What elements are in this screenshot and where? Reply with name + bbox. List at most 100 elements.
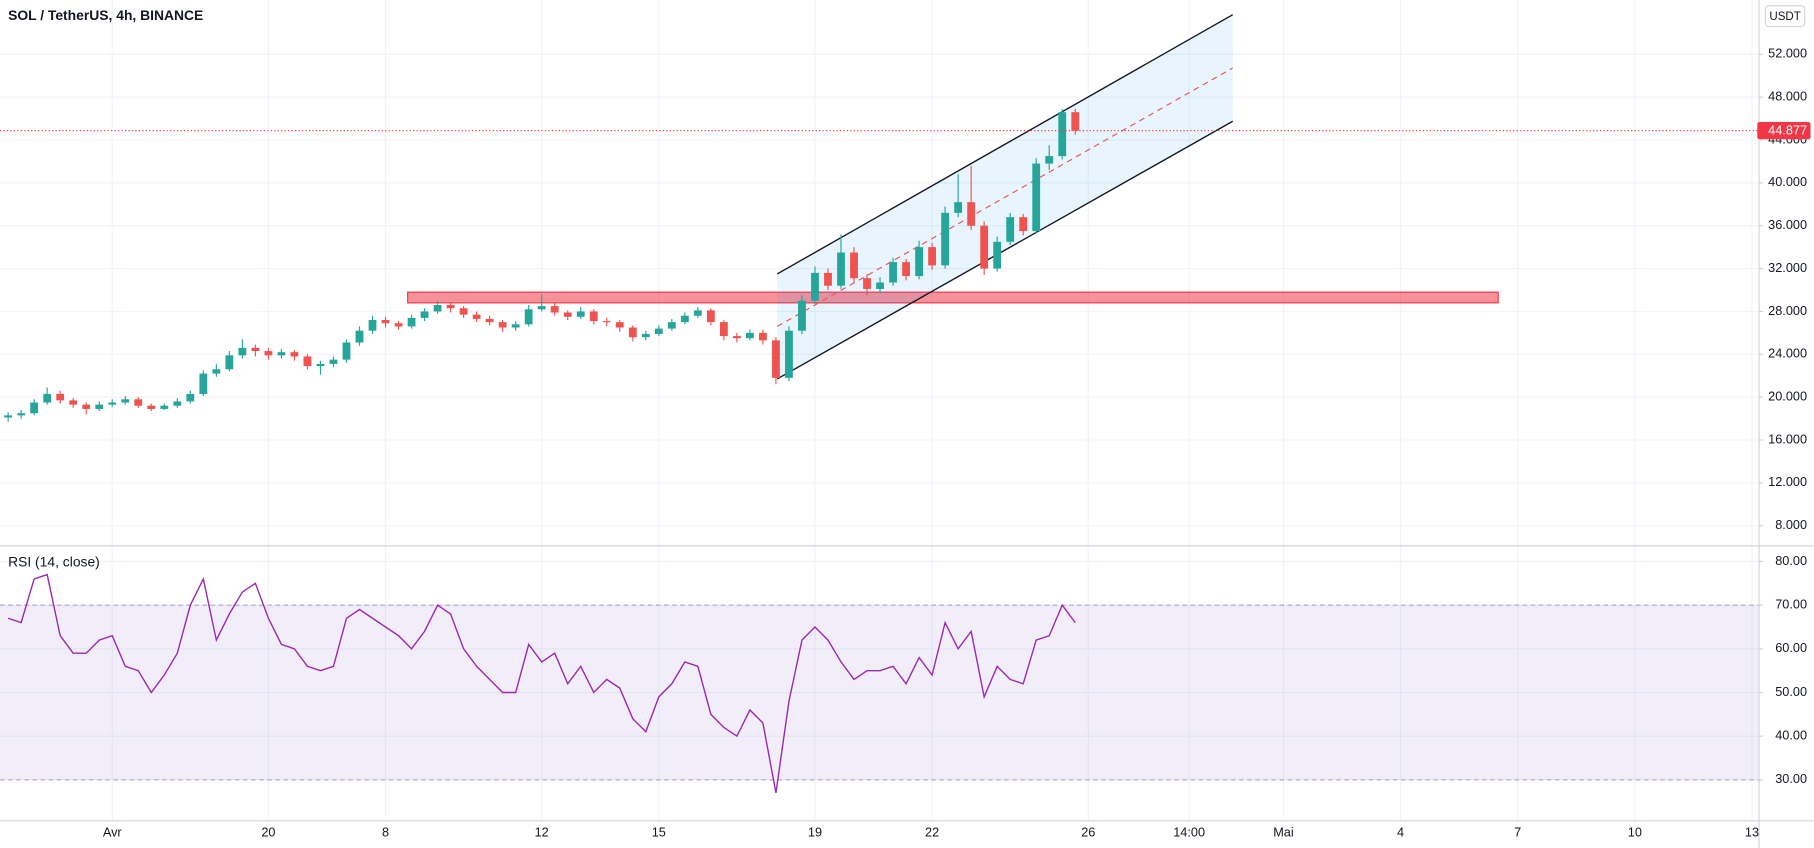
- candle-body: [355, 330, 364, 343]
- candle-body: [719, 322, 728, 337]
- y-tick-label: 16.000: [1768, 431, 1807, 446]
- candle-body: [863, 278, 871, 289]
- candle-body: [928, 247, 937, 266]
- candle-body: [472, 314, 481, 319]
- candle-body: [134, 399, 143, 406]
- candle-body: [433, 305, 442, 312]
- candle-body: [1006, 217, 1015, 242]
- x-tick-label: 7: [1514, 824, 1521, 839]
- candle-body: [1071, 112, 1080, 131]
- candle-body: [17, 413, 26, 416]
- x-tick-label: 10: [1628, 824, 1642, 839]
- x-tick-label: 12: [535, 824, 549, 839]
- y-tick-label: 70.00: [1775, 597, 1807, 612]
- candle-body: [212, 369, 221, 374]
- candle-body: [680, 315, 689, 323]
- candle-body: [186, 393, 195, 402]
- x-tick-label: 15: [652, 824, 666, 839]
- x-tick-label: Avr: [103, 824, 123, 839]
- candle-body: [941, 212, 950, 266]
- unit-label[interactable]: USDT: [1769, 11, 1800, 23]
- channel-upper: [776, 14, 1234, 275]
- candle-body: [798, 300, 806, 331]
- x-tick-label: 14:00: [1173, 824, 1205, 839]
- candle-body: [485, 318, 494, 323]
- candle-body: [459, 308, 468, 315]
- candle-body: [589, 311, 598, 322]
- candle-body: [95, 404, 104, 409]
- candle-body: [225, 355, 234, 370]
- candle-body: [889, 262, 897, 283]
- candle-body: [693, 310, 702, 316]
- y-tick-label: 8.000: [1775, 517, 1807, 532]
- candle-body: [147, 405, 156, 409]
- candle-body: [303, 356, 312, 367]
- candle-body: [30, 402, 39, 414]
- y-tick-label: 32.000: [1768, 260, 1807, 275]
- candle-body: [82, 404, 91, 409]
- label-layer: Avr 20 8 12 15 19 22 26 14:00 Mai 4 7 10 13 8.000 12.00…: [103, 46, 1811, 839]
- candle-body: [759, 332, 767, 341]
- x-tick-label: 19: [808, 824, 822, 839]
- candle-body: [56, 393, 65, 401]
- x-tick-label: 8: [382, 824, 389, 839]
- y-tick-label: 28.000: [1768, 303, 1807, 318]
- x-tick-label: 13: [1745, 824, 1759, 839]
- candle-body: [954, 202, 963, 213]
- chart-title: SOL / TetherUS, 4h, BINANCE: [8, 7, 203, 23]
- candle-body: [537, 306, 546, 310]
- candle-body: [628, 327, 637, 338]
- y-tick-label: 80.00: [1775, 553, 1807, 568]
- candle-body: [420, 311, 429, 318]
- candle-body: [615, 322, 624, 328]
- y-tick-label: 52.000: [1768, 46, 1807, 61]
- candle-body: [511, 324, 520, 328]
- x-tick-label: 26: [1081, 824, 1095, 839]
- y-tick-label: 24.000: [1768, 346, 1807, 361]
- candle-body: [381, 320, 390, 324]
- candle-body: [654, 328, 663, 334]
- marks-layer: [0, 14, 1759, 794]
- candle-body: [550, 306, 559, 313]
- candle-body: [173, 401, 182, 406]
- channel-lower: [776, 120, 1234, 380]
- candle-body: [316, 363, 325, 367]
- candle-body: [576, 311, 585, 317]
- y-tick-label: 12.000: [1768, 474, 1807, 489]
- x-tick-label: 4: [1397, 824, 1404, 839]
- x-tick-label: 22: [925, 824, 939, 839]
- candle-body: [824, 272, 832, 286]
- unit-box[interactable]: [1764, 5, 1806, 28]
- candle-body: [43, 393, 52, 403]
- x-tick-label: Mai: [1273, 824, 1293, 839]
- candle-body: [915, 247, 923, 277]
- y-tick-label: 30.00: [1775, 771, 1807, 786]
- candle-body: [732, 336, 741, 339]
- candle-body: [368, 320, 377, 331]
- price-zone: [407, 291, 1499, 304]
- candle-body: [667, 322, 676, 329]
- x-tick-label: 20: [261, 824, 275, 839]
- candle-body: [902, 262, 910, 277]
- rsi-band: [0, 605, 1759, 780]
- candle-body: [746, 332, 754, 339]
- y-tick-label: 40.00: [1775, 728, 1807, 743]
- y-tick-label: 20.000: [1768, 389, 1807, 404]
- candle-body: [342, 342, 351, 360]
- candle-body: [264, 351, 273, 356]
- last-price-label: 44.877: [1768, 123, 1807, 138]
- candle-body: [876, 282, 884, 289]
- candle-body: [837, 252, 845, 286]
- candle-body: [108, 402, 117, 405]
- candle-body: [993, 241, 1002, 269]
- candle-body: [498, 322, 507, 328]
- candle-body: [602, 321, 611, 323]
- grid-layer: [0, 0, 1759, 821]
- y-tick-label: 60.00: [1775, 640, 1807, 655]
- y-tick-label: 40.000: [1768, 174, 1807, 189]
- candle-body: [69, 400, 78, 405]
- candle-body: [160, 405, 169, 409]
